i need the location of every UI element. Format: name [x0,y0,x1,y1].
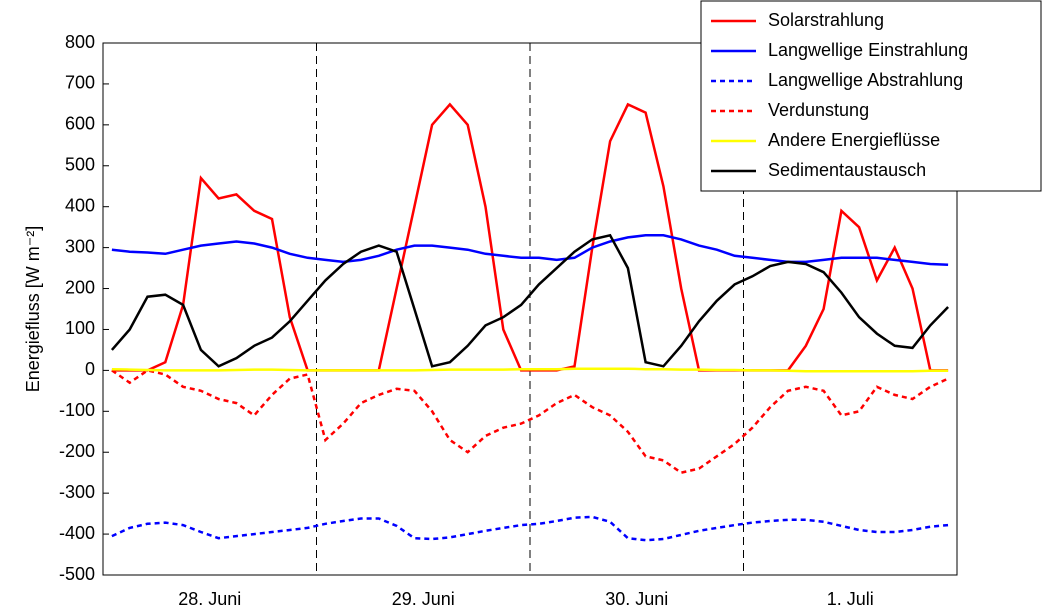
legend-label: Andere Energieflüsse [768,130,940,150]
y-tick-label: -100 [59,400,95,420]
legend-label: Langwellige Abstrahlung [768,70,963,90]
legend-label: Solarstrahlung [768,10,884,30]
y-axis-label: Energiefluss [W m⁻²] [23,226,43,393]
y-tick-label: -200 [59,441,95,461]
legend: Solarstrahlung Langwellige Einstrahlung La… [700,0,1042,192]
y-tick-label: 0 [85,359,95,379]
y-tick-label: 500 [65,155,95,175]
legend-label: Langwellige Einstrahlung [768,40,968,60]
y-tick-label: 400 [65,195,95,215]
x-tick-label: 1. Juli [827,589,874,609]
y-tick-label: 100 [65,318,95,338]
series-line [111,367,949,373]
y-tick-label: -500 [59,564,95,584]
y-tick-label: 600 [65,114,95,134]
y-tick-label: -300 [59,482,95,502]
series-line [110,233,949,368]
series-line [111,234,949,267]
series-line [111,515,949,542]
x-tick-label: 30. Juni [605,589,668,609]
series-line [111,369,949,475]
legend-box [700,0,1042,192]
x-tick-label: 29. Juni [392,589,455,609]
y-tick-label: 200 [65,277,95,297]
y-tick-label: -400 [59,523,95,543]
legend-label: Sedimentaustausch [768,160,926,180]
y-tick-label: 300 [65,236,95,256]
y-tick-label: 800 [65,32,95,52]
x-tick-label: 28. Juni [178,589,241,609]
y-tick-label: 700 [65,73,95,93]
legend-label: Verdunstung [768,100,869,120]
